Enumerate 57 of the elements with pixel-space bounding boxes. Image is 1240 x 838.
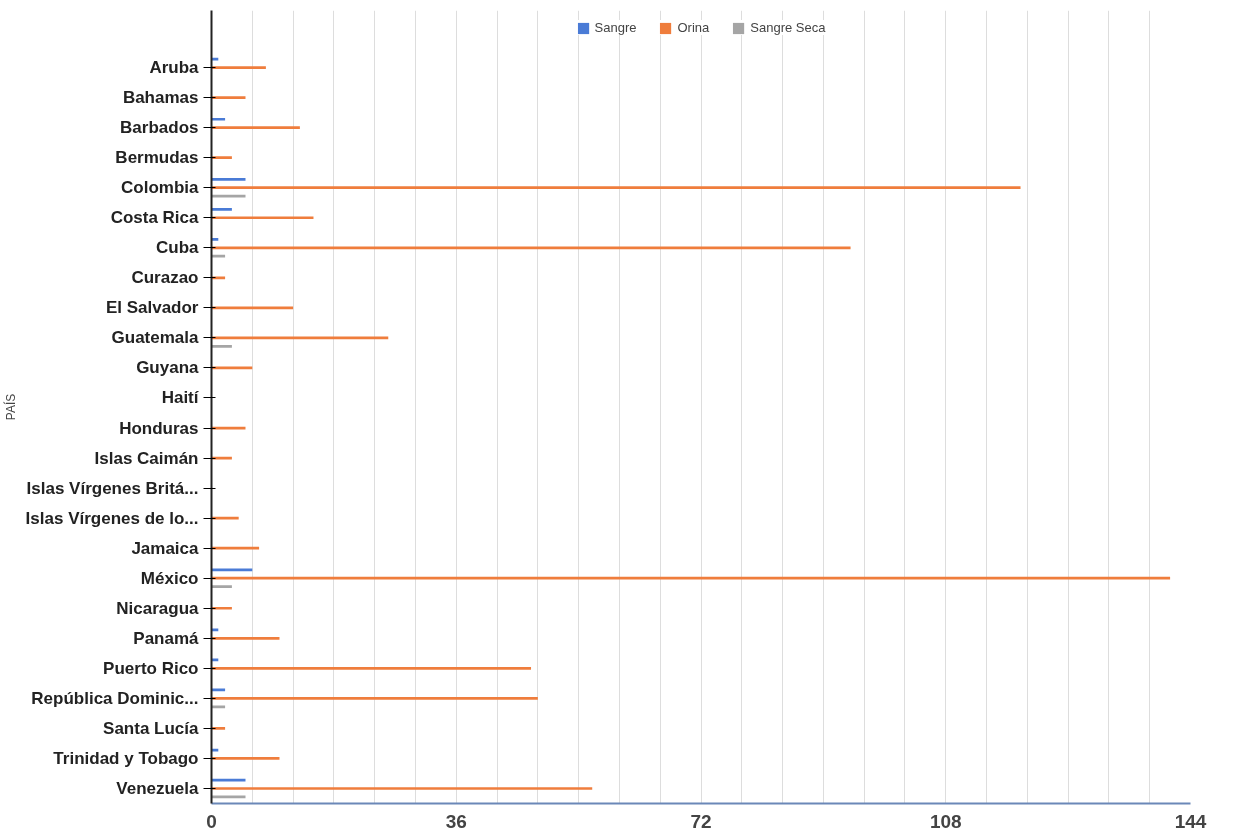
y-tick-label: Bahamas <box>122 88 199 108</box>
bar <box>211 246 851 250</box>
y-tick-label: Haití <box>161 388 200 408</box>
bar <box>211 568 253 572</box>
bar <box>211 546 260 550</box>
x-tick-label: 144 <box>1174 810 1207 832</box>
y-tick-label: Bermudas <box>115 148 199 168</box>
x-tick-label: 0 <box>206 810 217 832</box>
y-tick-label: Venezuela <box>116 778 200 798</box>
bar <box>211 208 232 211</box>
bar <box>211 697 538 700</box>
bar <box>211 787 593 790</box>
bar <box>211 636 280 640</box>
bar <box>211 96 246 99</box>
y-tick-label: Cuba <box>156 238 200 258</box>
y-tick-label: Costa Rica <box>110 208 200 228</box>
bar <box>211 576 1171 580</box>
bar <box>211 666 532 670</box>
y-tick-label: Nicaragua <box>116 598 200 618</box>
y-tick-label: México <box>140 568 199 588</box>
y-tick-label: El Salvador <box>105 298 199 318</box>
bar <box>211 186 1021 190</box>
bar <box>211 757 280 760</box>
y-tick-label: Guatemala <box>111 328 200 348</box>
bar <box>211 156 232 160</box>
bar <box>211 177 246 181</box>
y-tick-label: Panamá <box>133 628 200 648</box>
legend-label: Orina <box>677 20 710 35</box>
y-tick-label: Puerto Rico <box>103 658 199 678</box>
bar <box>211 117 226 121</box>
x-tick-label: 72 <box>690 810 712 832</box>
y-tick-label: Santa Lucía <box>103 718 200 738</box>
bar <box>211 585 232 588</box>
bar <box>211 126 300 129</box>
x-tick-label: 108 <box>929 810 962 832</box>
y-axis-title: PAÍS <box>2 393 18 421</box>
y-tick-label: República Dominic... <box>31 688 199 708</box>
y-tick-label: Honduras <box>119 418 199 438</box>
x-tick-label: 36 <box>445 810 467 832</box>
y-tick-label: Islas Vírgenes de lo... <box>25 508 199 528</box>
bar <box>211 344 232 348</box>
bar <box>211 606 232 610</box>
y-tick-label: Islas Vírgenes Britá... <box>26 478 199 498</box>
legend-label: Sangre Seca <box>750 20 826 35</box>
bar <box>211 66 266 69</box>
y-tick-label: Colombia <box>121 178 200 198</box>
bar <box>211 254 226 258</box>
y-tick-label: Barbados <box>120 118 199 138</box>
y-tick-label: Trinidad y Tobago <box>53 748 199 768</box>
legend-label: Sangre <box>594 20 637 35</box>
bar <box>211 705 226 709</box>
y-tick-label: Guyana <box>136 358 200 378</box>
y-tick-label: Aruba <box>149 58 200 78</box>
y-tick-label: Curazao <box>131 268 199 288</box>
y-tick-label: Jamaica <box>131 538 200 558</box>
y-tick-label: Islas Caimán <box>94 448 199 468</box>
bar <box>211 216 314 220</box>
